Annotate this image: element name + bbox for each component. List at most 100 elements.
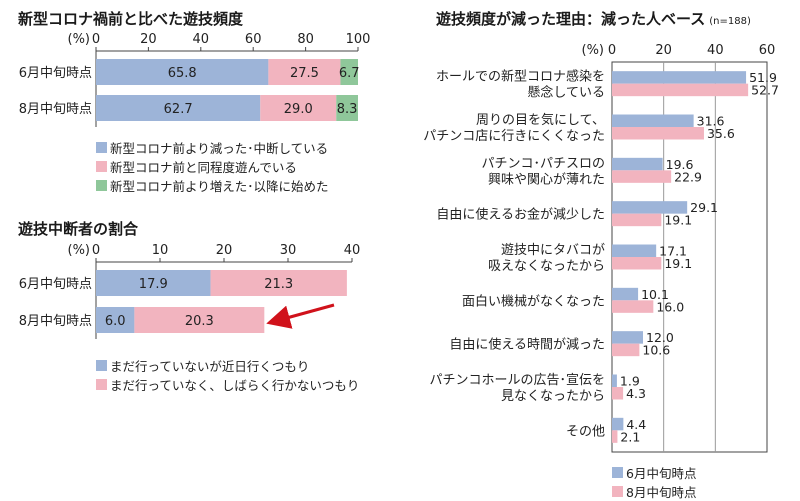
chart3-category-label: 自由に使える時間が減った [449, 337, 605, 353]
chart3-data-label: 10.6 [642, 343, 670, 358]
chart3-tick-label: 20 [655, 43, 672, 58]
chart3-data-label: 17.1 [659, 244, 687, 259]
chart3-bar-s1 [612, 387, 624, 400]
chart1-unit-label: (%) [68, 32, 91, 47]
chart3-tick-label: 0 [608, 43, 616, 58]
chart3-bar-s0 [612, 201, 688, 214]
chart2-data-label: 20.3 [185, 314, 214, 329]
legend-swatch [96, 180, 107, 191]
legend-swatch [96, 360, 107, 371]
legend-swatch [96, 379, 107, 390]
chart3-bar-s1 [612, 127, 704, 140]
chart1-bar-segment-s0 [96, 59, 269, 85]
chart3-data-label: 31.6 [697, 114, 725, 129]
chart3-bar-s1 [612, 430, 618, 443]
chart3-bar-s1 [612, 300, 654, 313]
chart3-unit-label: (%) [582, 43, 605, 58]
chart3-category-label: 懸念している [527, 85, 605, 101]
legend-label: まだ行っていなく、しばらく行かないつもり [110, 378, 360, 393]
chart2-data-label: 17.9 [139, 277, 168, 292]
chart2-unit-label: (%) [68, 243, 91, 258]
chart3-data-label: 52.7 [751, 83, 779, 98]
chart1-bar-segment-s2 [340, 59, 358, 85]
chart3-category-label: 見なくなったから [501, 389, 605, 404]
chart1-data-label: 65.8 [168, 66, 197, 81]
chart3-category-label: パチンコ店に行きにくくなった [423, 129, 605, 144]
chart3-data-label: 29.1 [690, 200, 718, 215]
chart1-tick-label: 100 [346, 32, 371, 47]
chart3-legend-item-august: 8月中旬時点 [612, 482, 696, 501]
chart2-category-label: 6月中旬時点 [19, 277, 92, 292]
chart2-category-label: 8月中旬時点 [19, 314, 92, 329]
chart1-bar-segment-s2 [336, 95, 358, 121]
chart1-data-label: 29.0 [284, 102, 313, 117]
chart3-tick-label: 60 [759, 43, 776, 58]
chart1-legend-item-increased: 新型コロナ前より増えた･以降に始めた [96, 176, 329, 195]
chart2-tick-label: 0 [92, 243, 100, 258]
chart2-tick-label: 40 [344, 243, 361, 258]
chart2-tick-label: 20 [216, 243, 233, 258]
chart1-tick-label: 0 [92, 32, 100, 47]
legend-swatch [96, 142, 107, 153]
chart1-tick-label: 60 [245, 32, 262, 47]
chart3-legend-item-june: 6月中旬時点 [612, 463, 696, 482]
chart3-data-label: 4.4 [626, 417, 646, 432]
legend-label: 新型コロナ前より減った･中断している [110, 141, 329, 156]
chart3-category-label: 自由に使えるお金が減少した [436, 207, 605, 223]
chart1-legend-item-decreased: 新型コロナ前より減った･中断している [96, 138, 328, 157]
chart1-category-label: 6月中旬時点 [19, 66, 92, 81]
chart2-data-label: 6.0 [105, 314, 126, 329]
chart3-bar-s0 [612, 244, 657, 257]
chart3-data-label: 22.9 [674, 169, 702, 184]
chart2-legend-item-soon: まだ行っていないが近日行くつもり [96, 356, 309, 375]
chart3-data-label: 51.9 [749, 70, 777, 85]
chart1-tick-label: 80 [297, 32, 314, 47]
chart1-data-label: 8.3 [337, 102, 358, 117]
chart3-data-label: 4.3 [626, 386, 646, 401]
chart2-data-label: 21.3 [264, 277, 293, 292]
chart2-tick-label: 10 [152, 243, 169, 258]
chart3-bar-s1 [612, 257, 662, 270]
chart3-category-label: 周りの目を気にして、 [476, 112, 605, 128]
chart3-category-label: 面白い機械がなくなった [462, 293, 605, 309]
chart3-category-label: パチンコホールの広告･宣伝を [429, 372, 605, 388]
chart1-data-label: 6.7 [339, 66, 360, 81]
legend-label: 6月中旬時点 [626, 466, 697, 481]
chart3-data-label: 10.1 [641, 287, 669, 302]
chart3-category-label: 吸えなくなったから [488, 259, 605, 274]
legend-label: 新型コロナ前と同程度遊んでいる [110, 160, 297, 175]
chart3-bar-s0 [612, 114, 694, 127]
chart2-bar-segment-s0 [96, 307, 135, 333]
chart3-bar-s1 [612, 213, 662, 227]
chart3-data-label: 19.1 [664, 256, 692, 271]
chart3-title: 遊技頻度が減った理由：減った人ベース (n=188) [436, 8, 751, 29]
chart3-bar-s0 [612, 157, 663, 171]
legend-swatch [612, 467, 623, 478]
chart1-data-label: 27.5 [290, 66, 319, 81]
chart3-data-label: 16.0 [656, 299, 684, 314]
chart2-bar-segment-s1 [210, 270, 347, 296]
chart3-category-label: 興味や関心が薄れた [488, 172, 605, 187]
chart2-legend-item-not-soon: まだ行っていなく、しばらく行かないつもり [96, 375, 359, 394]
chart1-title: 新型コロナ禍前と比べた遊技頻度 [18, 10, 244, 28]
chart3-bar-s0 [612, 287, 639, 301]
chart1-bar-segment-s0 [96, 95, 261, 121]
chart2-title: 遊技中断者の割合 [18, 220, 139, 238]
chart3-title-text: 遊技頻度が減った理由：減った人ベース [436, 10, 706, 28]
chart3-data-label: 1.9 [620, 374, 640, 389]
chart1-tick-label: 20 [140, 32, 157, 47]
chart2-arrow-annotation [266, 303, 335, 329]
chart3-data-label: 19.1 [664, 213, 692, 228]
chart2-bar-segment-s0 [96, 270, 211, 296]
legend-label: まだ行っていないが近日行くつもり [110, 359, 310, 374]
chart3-data-label: 19.6 [666, 157, 694, 172]
chart2-bar-segment-s1 [134, 307, 265, 333]
chart1-bar-segment-s1 [268, 59, 341, 85]
chart3-bar-s0 [612, 331, 643, 344]
chart1-data-label: 62.7 [164, 102, 193, 117]
chart3-bar-s0 [612, 417, 624, 431]
chart3-data-label: 12.0 [646, 330, 674, 345]
legend-swatch [612, 486, 623, 497]
legend-label: 8月中旬時点 [626, 485, 697, 500]
